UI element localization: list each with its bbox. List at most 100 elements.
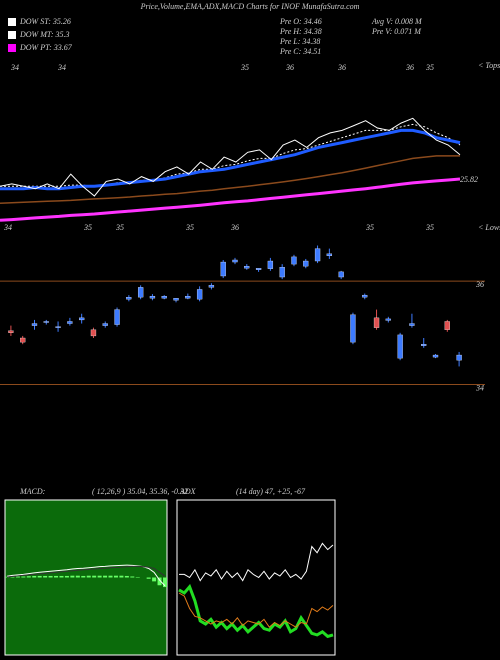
legend-label: DOW PT: 33.67 bbox=[19, 43, 73, 52]
candle-body bbox=[326, 253, 333, 257]
candle-body bbox=[373, 317, 380, 328]
series-line bbox=[0, 117, 461, 197]
series-line bbox=[178, 592, 334, 628]
stat-label: Avg V: 0.008 M bbox=[371, 17, 423, 26]
histogram-bar bbox=[15, 576, 20, 578]
histogram-bar bbox=[64, 575, 69, 578]
low-label: 35 bbox=[115, 223, 124, 232]
candle-body bbox=[232, 259, 238, 263]
candle-body bbox=[20, 337, 26, 343]
histogram-bar bbox=[54, 575, 59, 578]
candle-body bbox=[149, 295, 156, 299]
low-label: 36 bbox=[230, 223, 239, 232]
low-label: 34 bbox=[3, 223, 12, 232]
candle-body bbox=[126, 297, 132, 300]
histogram-bar bbox=[163, 577, 167, 588]
candle-body bbox=[279, 267, 285, 278]
y-tick-label: 34 bbox=[475, 383, 484, 392]
histogram-bar bbox=[70, 575, 75, 578]
histogram-bar bbox=[124, 575, 129, 578]
y-tick-label: 36 bbox=[475, 280, 484, 289]
histogram-bar bbox=[103, 575, 108, 578]
series-line bbox=[0, 155, 460, 205]
histogram-bar bbox=[32, 575, 37, 578]
candle-body bbox=[8, 330, 14, 333]
candle-body bbox=[444, 321, 450, 330]
candle-body bbox=[385, 318, 391, 321]
legend-swatch bbox=[8, 31, 16, 39]
candle-body bbox=[161, 295, 167, 299]
top-label: 34 bbox=[10, 63, 19, 72]
histogram-bar bbox=[5, 576, 9, 578]
histogram-bar bbox=[37, 575, 42, 578]
candle-body bbox=[79, 317, 85, 321]
candle-body bbox=[208, 285, 215, 288]
candle-body bbox=[90, 329, 97, 337]
page-title: Price,Volume,EMA,ADX,MACD Charts for INO… bbox=[140, 2, 360, 11]
panel bbox=[4, 499, 168, 656]
stat-label: Pre H: 34.38 bbox=[279, 27, 322, 36]
stat-label: Pre V: 0.071 M bbox=[371, 27, 422, 36]
low-label: 35 bbox=[83, 223, 92, 232]
legend-label: DOW ST: 35.26 bbox=[19, 17, 71, 26]
candle-body bbox=[267, 260, 274, 269]
low-label: 35 bbox=[365, 223, 374, 232]
candle-body bbox=[102, 323, 108, 326]
candle-body bbox=[185, 295, 191, 299]
histogram-bar bbox=[75, 575, 80, 578]
panel-title: MACD: bbox=[19, 487, 46, 496]
candle-body bbox=[196, 289, 203, 300]
candle-body bbox=[244, 266, 250, 269]
candle-body bbox=[291, 256, 297, 265]
histogram-bar bbox=[81, 575, 86, 578]
candle-body bbox=[338, 271, 344, 278]
histogram-bar bbox=[119, 575, 124, 578]
top-label: 36 bbox=[337, 63, 346, 72]
low-label: 35 bbox=[425, 223, 434, 232]
series-line bbox=[0, 128, 461, 191]
top-label: 34 bbox=[57, 63, 66, 72]
tops-caption: < Tops bbox=[478, 61, 500, 70]
candle-body bbox=[255, 268, 262, 270]
lows-caption: < Lows bbox=[478, 223, 500, 232]
candle-body bbox=[67, 321, 73, 324]
series-line bbox=[179, 542, 334, 582]
candle-body bbox=[432, 354, 439, 358]
candle-body bbox=[397, 334, 403, 359]
top-label: 35 bbox=[425, 63, 434, 72]
histogram-bar bbox=[97, 575, 102, 578]
candle-body bbox=[409, 323, 415, 326]
histogram-bar bbox=[152, 577, 157, 582]
histogram-bar bbox=[157, 577, 162, 586]
histogram-bar bbox=[146, 577, 151, 579]
top-label: 35 bbox=[240, 63, 249, 72]
candle-body bbox=[114, 309, 120, 325]
histogram-bar bbox=[108, 575, 113, 578]
histogram-bar bbox=[59, 575, 64, 578]
histogram-bar bbox=[21, 576, 26, 578]
histogram-bar bbox=[113, 575, 118, 578]
series-line bbox=[6, 565, 166, 578]
legend-swatch bbox=[8, 44, 16, 52]
stat-label: Pre O: 34.46 bbox=[279, 17, 322, 26]
candle-body bbox=[43, 321, 49, 323]
candle-body bbox=[350, 314, 356, 343]
candle-body bbox=[220, 261, 226, 277]
candle-body bbox=[421, 344, 427, 346]
candle-body bbox=[362, 294, 368, 298]
histogram-bar bbox=[48, 575, 53, 578]
candle-body bbox=[173, 298, 179, 301]
panel-subtitle: (14 day) 47, +25, -67 bbox=[236, 487, 306, 496]
stat-label: Pre C: 34.51 bbox=[279, 47, 321, 56]
end-label: 25.82 bbox=[460, 175, 478, 184]
candle-body bbox=[456, 354, 462, 361]
candle-body bbox=[303, 260, 309, 267]
series-line bbox=[0, 123, 461, 187]
candle-body bbox=[137, 287, 144, 298]
legend-swatch bbox=[8, 18, 16, 26]
candle-body bbox=[55, 326, 61, 328]
series-line bbox=[0, 177, 461, 222]
top-label: 36 bbox=[405, 63, 414, 72]
